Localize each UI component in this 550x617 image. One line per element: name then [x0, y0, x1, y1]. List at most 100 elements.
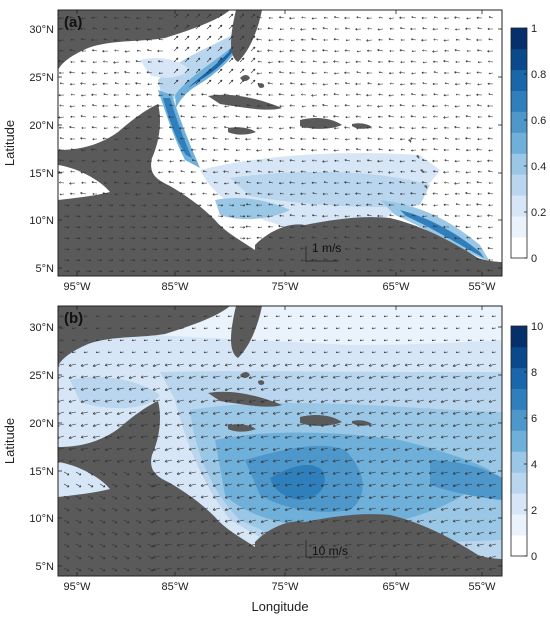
- vector-arrow: [332, 495, 341, 499]
- vector-arrow: [68, 363, 77, 367]
- vector-arrow: [140, 411, 149, 415]
- vector-arrow: [129, 226, 136, 229]
- vector-arrow: [168, 93, 175, 96]
- vector-arrow: [157, 104, 164, 108]
- vector-arrow: [368, 519, 377, 523]
- vector-arrow: [162, 248, 169, 251]
- vector-arrow: [212, 447, 221, 451]
- vector-arrow: [284, 495, 293, 499]
- vector-arrow: [355, 192, 362, 195]
- vector-arrow: [422, 247, 427, 251]
- vector-arrow: [333, 149, 340, 152]
- y-tick-label: 30°N: [29, 24, 54, 36]
- vector-arrow: [466, 72, 472, 75]
- vector-arrow: [188, 447, 197, 451]
- vector-arrow: [344, 495, 353, 499]
- vector-arrow: [81, 126, 86, 130]
- vector-arrow: [416, 555, 425, 559]
- vector-arrow: [164, 363, 173, 367]
- vector-arrow: [75, 507, 82, 512]
- vector-arrow: [464, 399, 473, 403]
- vector-arrow: [272, 567, 281, 571]
- vector-arrow: [488, 127, 494, 130]
- vector-arrow: [452, 411, 461, 415]
- vector-arrow: [464, 519, 473, 523]
- vector-arrow: [63, 543, 70, 548]
- vector-arrow: [416, 411, 425, 416]
- colorbar-swatch: [511, 111, 527, 133]
- colorbar-tick-label: 6: [531, 413, 537, 425]
- vector-arrow: [380, 411, 389, 415]
- vector-arrow: [464, 423, 473, 427]
- vector-arrow: [479, 339, 485, 342]
- vector-arrow: [345, 203, 351, 206]
- vector-arrow: [464, 375, 473, 379]
- vector-arrow: [224, 459, 233, 463]
- vector-arrow: [223, 170, 230, 173]
- vector-arrow: [428, 543, 437, 547]
- vector-arrow: [152, 519, 161, 523]
- vector-arrow: [114, 138, 120, 141]
- vector-arrow: [239, 57, 245, 63]
- vector-arrow: [301, 105, 307, 108]
- vector-arrow: [179, 159, 186, 162]
- vector-arrow: [173, 204, 180, 207]
- vector-arrow: [235, 94, 241, 97]
- vector-arrow: [111, 531, 118, 536]
- vector-arrow: [477, 225, 483, 228]
- vector-arrow: [80, 459, 89, 464]
- vector-arrow: [356, 459, 365, 463]
- vector-arrow: [454, 71, 461, 74]
- vector-arrow: [279, 269, 285, 272]
- vector-arrow: [257, 226, 263, 229]
- vector-arrow: [443, 327, 449, 330]
- vector-arrow: [334, 137, 340, 140]
- vector-arrow: [224, 423, 233, 427]
- vector-arrow: [378, 170, 384, 173]
- vector-arrow: [299, 315, 305, 318]
- vector-arrow: [356, 375, 365, 379]
- vector-arrow: [320, 495, 329, 499]
- vector-arrow: [380, 471, 389, 475]
- vector-arrow: [368, 507, 377, 511]
- vector-arrow: [260, 471, 269, 475]
- vector-arrow: [69, 125, 76, 129]
- vector-arrow: [191, 148, 197, 151]
- vector-arrow: [143, 351, 149, 354]
- vector-arrow: [356, 531, 365, 536]
- vector-arrow: [323, 181, 329, 184]
- vector-arrow: [476, 495, 485, 499]
- vector-arrow: [250, 57, 256, 63]
- vector-arrow: [392, 459, 401, 463]
- vector-arrow: [129, 270, 136, 273]
- vector-arrow: [333, 60, 340, 63]
- vector-arrow: [272, 543, 281, 548]
- vector-arrow: [392, 399, 401, 403]
- vector-arrow: [320, 507, 329, 511]
- vector-arrow: [257, 247, 263, 250]
- vector-arrow: [345, 170, 350, 174]
- vector-arrow: [190, 192, 197, 196]
- vector-arrow: [284, 423, 293, 427]
- vector-arrow: [257, 137, 263, 140]
- vector-arrow: [69, 182, 76, 185]
- vector-arrow: [152, 459, 161, 463]
- vector-arrow: [383, 315, 389, 318]
- vector-arrow: [268, 181, 274, 184]
- vector-arrow: [392, 411, 401, 415]
- vector-arrow: [356, 50, 362, 53]
- vector-arrow: [377, 48, 384, 52]
- vector-arrow: [419, 315, 425, 318]
- vector-arrow: [356, 411, 365, 416]
- vector-arrow: [488, 471, 497, 475]
- vector-arrow: [63, 215, 70, 218]
- vector-arrow: [356, 363, 365, 367]
- vector-arrow: [223, 115, 230, 119]
- vector-arrow: [158, 149, 164, 152]
- vector-arrow: [267, 215, 274, 218]
- vector-arrow: [444, 193, 450, 196]
- vector-arrow: [224, 519, 233, 523]
- vector-arrow: [267, 81, 274, 85]
- vector-arrow: [355, 115, 362, 118]
- vector-arrow: [146, 16, 153, 19]
